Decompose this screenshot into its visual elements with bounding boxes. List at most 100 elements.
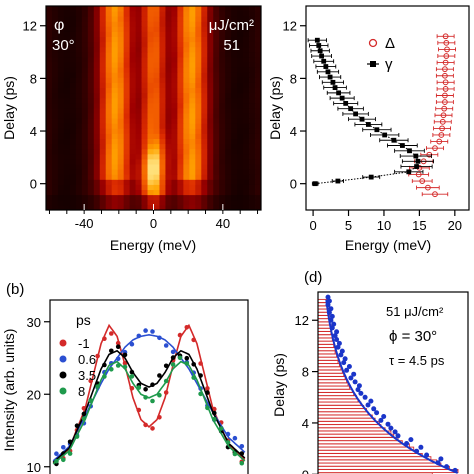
heatmap-cell <box>99 92 107 99</box>
heatmap-cell <box>51 11 59 17</box>
heatmap-cell <box>87 108 95 114</box>
heatmap-cell <box>225 159 232 165</box>
heatmap-cell <box>129 16 136 22</box>
heatmap-cell <box>189 77 196 83</box>
histogram-bar <box>318 369 343 374</box>
gamma-point <box>325 69 331 75</box>
heatmap-cell <box>46 51 53 58</box>
heatmap-cell <box>189 113 196 119</box>
heatmap-cell <box>111 26 119 32</box>
heatmap-cell <box>165 26 172 32</box>
gamma-point <box>323 64 329 69</box>
series-point-1 <box>239 444 245 449</box>
heatmap-cell <box>87 174 95 180</box>
heatmap-cell <box>51 57 59 63</box>
heatmap-cell <box>57 21 65 27</box>
heatmap-cell <box>117 46 125 53</box>
heatmap-cell <box>69 113 77 119</box>
heatmap-cell <box>177 26 184 32</box>
heatmap-cell <box>75 31 83 37</box>
heatmap-cell <box>249 102 256 109</box>
heatmap-cell <box>63 204 71 210</box>
heatmap-cell <box>57 82 65 88</box>
data-point <box>348 375 354 381</box>
heatmap-cell <box>69 194 77 201</box>
heatmap-cell <box>255 204 261 210</box>
data-point <box>326 298 332 304</box>
heatmap-cell <box>111 16 119 22</box>
heatmap-cell <box>111 159 119 165</box>
heatmap-cell <box>111 97 119 104</box>
heatmap-cell <box>105 148 113 155</box>
heatmap-cell <box>135 179 142 185</box>
heatmap-cell <box>153 199 160 206</box>
heatmap-cell <box>57 36 65 43</box>
heatmap-cell <box>231 159 238 165</box>
heatmap-cell <box>225 31 232 37</box>
heatmap-cell <box>207 102 214 109</box>
heatmap-cell <box>225 6 232 12</box>
heatmap-cell <box>93 102 101 109</box>
heatmap-cell <box>201 133 208 139</box>
heatmap-cell <box>57 184 65 190</box>
heatmap-cell <box>111 41 119 48</box>
heatmap-cell <box>135 148 142 155</box>
heatmap-cell <box>111 148 119 155</box>
data-point <box>435 460 441 466</box>
heatmap-cell <box>243 128 250 134</box>
heatmap-cell <box>213 36 220 43</box>
heatmap-cell <box>237 164 244 170</box>
heatmap-cell <box>213 128 220 134</box>
heatmap-cell <box>207 143 214 150</box>
gap-damping-legend: Δ γ <box>367 35 395 73</box>
heatmap-cell <box>243 82 250 88</box>
heatmap-cell <box>129 164 136 170</box>
heatmap-cell <box>219 46 226 53</box>
histogram-bar <box>318 456 432 461</box>
heatmap-cell <box>63 179 71 185</box>
heatmap-cell <box>153 102 160 109</box>
heatmap-cell <box>75 72 83 78</box>
heatmap-cell <box>153 36 160 43</box>
heatmap-cell <box>105 51 113 58</box>
heatmap-cell <box>46 62 53 68</box>
heatmap-cell <box>81 102 89 109</box>
heatmap-cell <box>57 92 65 99</box>
heatmap-cell <box>249 169 256 175</box>
series-point-2 <box>205 390 210 395</box>
heatmap-cell <box>171 174 178 180</box>
heatmap-cell <box>225 36 232 43</box>
heatmap-cell <box>46 143 53 150</box>
series-point-0 <box>129 386 135 391</box>
heatmap-cell <box>69 118 77 124</box>
heatmap-cell <box>105 102 113 109</box>
data-point <box>371 406 377 412</box>
heatmap-cell <box>255 36 261 43</box>
intensity-y-tick-label: 30 <box>27 315 41 330</box>
heatmap-cell <box>177 189 184 196</box>
heatmap-cell <box>87 57 95 63</box>
heatmap-cell <box>171 194 178 201</box>
heatmap-cell <box>81 194 89 201</box>
heatmap-cell <box>63 153 71 160</box>
heatmap-cell <box>57 118 65 124</box>
delta-point <box>442 59 449 66</box>
heatmap-cell <box>249 179 256 185</box>
heatmap-cell <box>129 21 136 27</box>
heatmap-cell <box>93 128 101 134</box>
heatmap-cell <box>207 133 214 139</box>
heatmap-cell <box>69 159 77 165</box>
heatmap-cell <box>207 148 214 155</box>
histogram-bar <box>318 356 339 361</box>
heatmap-cell <box>87 184 95 190</box>
gamma-point <box>348 106 354 112</box>
heatmap-cell <box>177 128 184 134</box>
heatmap-cell <box>201 143 208 150</box>
heatmap-cell <box>225 128 232 134</box>
heatmap-cell <box>237 57 244 63</box>
heatmap-cell <box>195 97 202 104</box>
heatmap-cell <box>81 199 89 206</box>
heatmap-x-tick-label: -40 <box>75 216 94 231</box>
heatmap-cell <box>177 67 184 73</box>
heatmap-cell <box>87 159 95 165</box>
